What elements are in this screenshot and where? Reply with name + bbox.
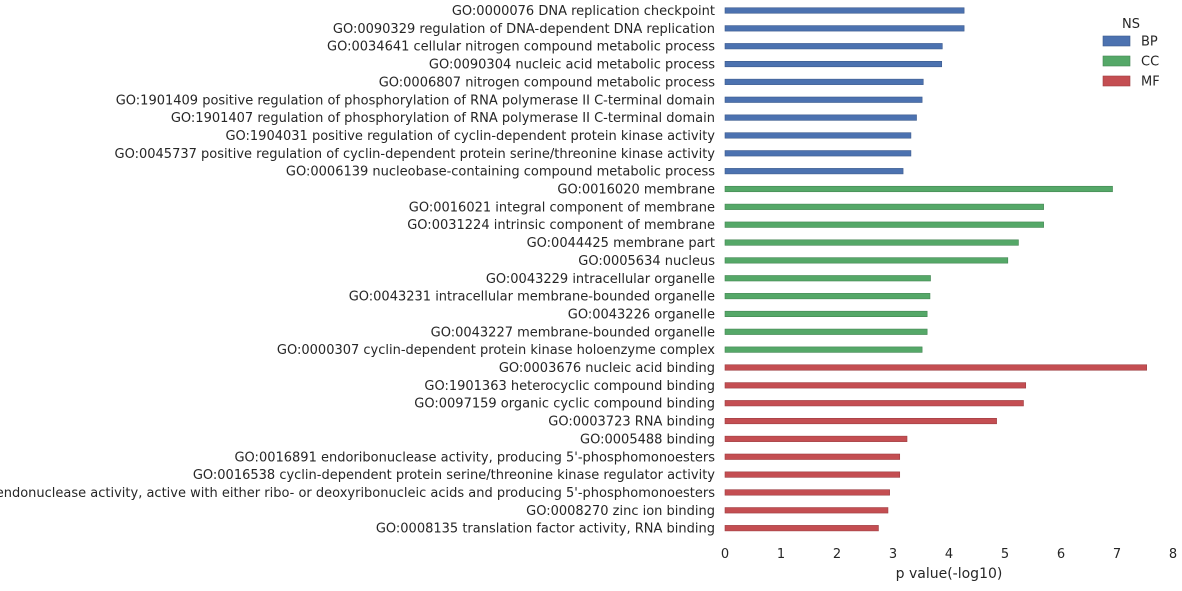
x-tick-label: 5 [1001, 547, 1009, 562]
category-label: GO:0043226 organelle [568, 307, 715, 322]
bar-mf [724, 400, 1024, 407]
category-label: GO:0016893 endonuclease activity, active… [0, 486, 715, 501]
bar-cc [724, 310, 928, 318]
bar-bp [724, 7, 965, 14]
category-label: GO:0003676 nucleic acid binding [499, 361, 715, 376]
x-tick-label: 8 [1169, 547, 1177, 562]
bar-mf [724, 525, 879, 532]
bar-cc [724, 239, 1019, 246]
bar-mf [724, 364, 1147, 371]
category-label: GO:0005488 binding [580, 432, 715, 447]
bar-bp [724, 60, 943, 68]
x-tick-label: 7 [1113, 547, 1121, 562]
bar-cc [724, 203, 1044, 210]
bar-cc [724, 293, 931, 300]
category-label: GO:0008135 translation factor activity, … [376, 522, 715, 537]
bar-cc [724, 328, 928, 335]
category-label: GO:0045737 positive regulation of cyclin… [115, 147, 716, 162]
category-label: GO:0043229 intracellular organelle [486, 272, 715, 287]
bar-mf [724, 382, 1027, 389]
category-label: GO:0008270 zinc ion binding [526, 504, 715, 519]
x-axis-label: p value(-log10) [896, 566, 1003, 582]
category-label: GO:0043227 membrane-bounded organelle [431, 325, 715, 340]
bar-bp [724, 78, 924, 85]
bar-mf [724, 435, 908, 442]
category-label: GO:0016021 integral component of membran… [409, 200, 715, 215]
bar-bp [724, 96, 923, 103]
category-label: GO:0097159 organic cyclic compound bindi… [414, 397, 715, 412]
x-axis: p value(-log10) 0 1 2 3 4 5 6 7 8 [721, 547, 1177, 582]
bar-cc [724, 185, 1113, 193]
x-tick-label: 2 [833, 547, 841, 562]
category-label: GO:0000307 cyclin-dependent protein kina… [277, 343, 715, 358]
bar-bp [724, 150, 912, 157]
category-label: GO:0006139 nucleobase-containing compoun… [286, 165, 715, 180]
legend-swatch-cc [1102, 55, 1131, 67]
x-tick-label: 0 [721, 547, 729, 562]
legend: NS BP CC MF [1102, 17, 1160, 90]
category-label: GO:0016891 endoribonuclease activity, pr… [234, 450, 715, 465]
legend-label-bp: BP [1141, 35, 1158, 50]
category-label: GO:1901363 heterocyclic compound binding [424, 379, 715, 394]
bar-cc [724, 257, 1009, 264]
bar-cc [724, 221, 1044, 228]
legend-title: NS [1122, 17, 1140, 32]
bar-mf [724, 489, 890, 496]
x-tick-label: 6 [1057, 547, 1065, 562]
x-tick-label: 3 [889, 547, 897, 562]
bar-cc [724, 275, 931, 282]
category-label: GO:0043231 intracellular membrane-bounde… [349, 290, 715, 305]
bar-mf [724, 417, 997, 425]
category-label: GO:0090304 nucleic acid metabolic proces… [429, 58, 715, 73]
category-label: GO:0031224 intrinsic component of membra… [407, 218, 715, 233]
category-label: GO:0000076 DNA replication checkpoint [452, 4, 715, 19]
category-label: GO:1904031 positive regulation of cyclin… [225, 129, 715, 144]
bar-mf [724, 471, 901, 478]
bar-bp [724, 43, 943, 50]
category-labels: GO:0000076 DNA replication checkpoint GO:… [0, 4, 715, 537]
category-label: GO:0044425 membrane part [527, 236, 715, 251]
category-label: GO:0005634 nucleus [578, 254, 715, 269]
legend-swatch-mf [1102, 75, 1131, 87]
bar-bp [724, 168, 904, 175]
category-label: GO:0006807 nitrogen compound metabolic p… [379, 75, 716, 90]
bar-mf [724, 507, 889, 514]
bar-bp [724, 132, 912, 139]
category-label: GO:1901409 positive regulation of phosph… [116, 93, 715, 108]
category-label: GO:0003723 RNA binding [548, 415, 715, 430]
bar-bp [724, 114, 917, 121]
x-tick-label: 1 [777, 547, 785, 562]
bar-bp [724, 25, 965, 32]
legend-swatch-bp [1102, 35, 1131, 47]
category-label: GO:0016538 cyclin-dependent protein seri… [193, 468, 715, 483]
x-tick-label: 4 [945, 547, 953, 562]
category-label: GO:0034641 cellular nitrogen compound me… [327, 40, 715, 55]
bar-mf [724, 453, 901, 460]
category-label: GO:1901407 regulation of phosphorylation… [171, 111, 715, 126]
bars-layer [724, 7, 1147, 532]
legend-label-mf: MF [1141, 75, 1160, 90]
category-label: GO:0090329 regulation of DNA-dependent D… [333, 22, 715, 37]
category-label: GO:0016020 membrane [557, 183, 715, 198]
bar-cc [724, 346, 923, 353]
legend-label-cc: CC [1141, 55, 1159, 70]
